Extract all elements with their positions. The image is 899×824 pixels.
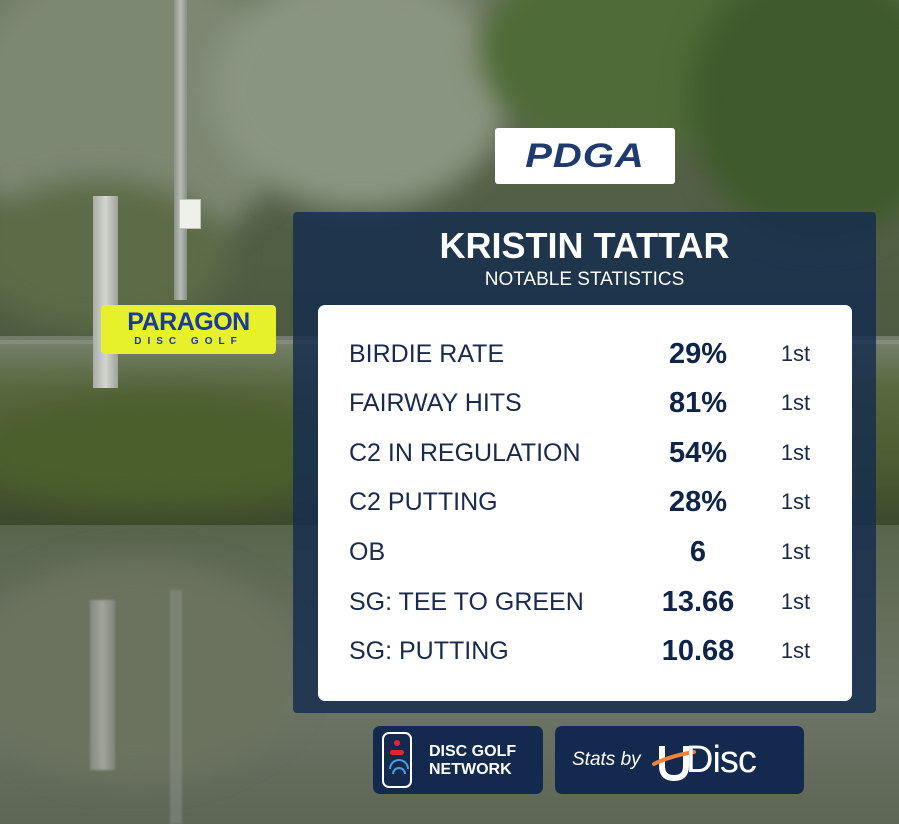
panel-subtitle: NOTABLE STATISTICS bbox=[484, 269, 685, 290]
stats-by-label: Stats by bbox=[572, 749, 641, 770]
paragon-logo: PARAGON DISC GOLF bbox=[101, 305, 276, 354]
light-pole bbox=[174, 0, 187, 300]
stat-label: OB bbox=[349, 538, 386, 566]
stat-rank: 1st bbox=[780, 341, 811, 366]
water-reflection bbox=[0, 560, 300, 780]
stat-value: 28% bbox=[668, 486, 728, 518]
stat-value: 10.68 bbox=[661, 635, 735, 667]
stat-rank: 1st bbox=[780, 589, 811, 614]
paragon-logo-main: PARAGON bbox=[127, 308, 250, 336]
post-reflection bbox=[90, 600, 115, 770]
reeds bbox=[0, 395, 340, 505]
stat-label: SG: TEE TO GREEN bbox=[349, 588, 584, 616]
player-name: KRISTIN TATTAR bbox=[439, 225, 730, 266]
pole-reflection bbox=[170, 590, 182, 824]
stat-label: C2 PUTTING bbox=[349, 488, 498, 516]
pole-sign bbox=[179, 199, 201, 229]
udisc-u-icon bbox=[652, 746, 696, 782]
stats-card: BIRDIE RATE 29% 1st FAIRWAY HITS 81% 1st… bbox=[318, 305, 852, 701]
stat-value: 54% bbox=[668, 437, 728, 469]
disc-golf-network-icon bbox=[382, 732, 412, 788]
dgn-logo-line2: NETWORK bbox=[429, 761, 512, 778]
stat-label: FAIRWAY HITS bbox=[349, 389, 522, 417]
dgn-logo-text: DISC GOLF NETWORK bbox=[429, 743, 516, 779]
stat-rank: 1st bbox=[780, 539, 811, 564]
stat-rank: 1st bbox=[780, 489, 811, 514]
stat-row: C2 IN REGULATION 54% 1st bbox=[318, 431, 852, 475]
stat-label: C2 IN REGULATION bbox=[349, 439, 581, 467]
dgn-logo-line1: DISC GOLF bbox=[429, 743, 517, 760]
stat-value: 81% bbox=[668, 387, 728, 419]
pdga-logo: PDGA bbox=[495, 128, 675, 184]
stat-label: SG: PUTTING bbox=[349, 637, 509, 665]
udisc-logo-text: Disc bbox=[686, 739, 757, 781]
disc-golf-network-logo: DISC GOLF NETWORK bbox=[373, 726, 543, 794]
pdga-logo-text: PDGA bbox=[525, 136, 645, 175]
tree-foliage bbox=[210, 0, 510, 210]
stat-rank: 1st bbox=[780, 390, 811, 415]
stat-row: C2 PUTTING 28% 1st bbox=[318, 480, 852, 524]
stat-rank: 1st bbox=[780, 638, 811, 663]
stat-value: 29% bbox=[668, 338, 728, 370]
stat-row: SG: TEE TO GREEN 13.66 1st bbox=[318, 580, 852, 624]
stat-row: FAIRWAY HITS 81% 1st bbox=[318, 381, 852, 425]
stat-row: BIRDIE RATE 29% 1st bbox=[318, 332, 852, 376]
udisc-logo: Stats by Disc bbox=[555, 726, 804, 794]
stat-row: SG: PUTTING 10.68 1st bbox=[318, 629, 852, 673]
stat-rank: 1st bbox=[780, 440, 811, 465]
paragon-logo-sub: DISC GOLF bbox=[134, 336, 243, 347]
concrete-post bbox=[93, 196, 118, 388]
stat-label: BIRDIE RATE bbox=[349, 340, 505, 368]
stat-value: 6 bbox=[689, 536, 707, 568]
stat-value: 13.66 bbox=[661, 586, 735, 618]
stat-row: OB 6 1st bbox=[318, 530, 852, 574]
